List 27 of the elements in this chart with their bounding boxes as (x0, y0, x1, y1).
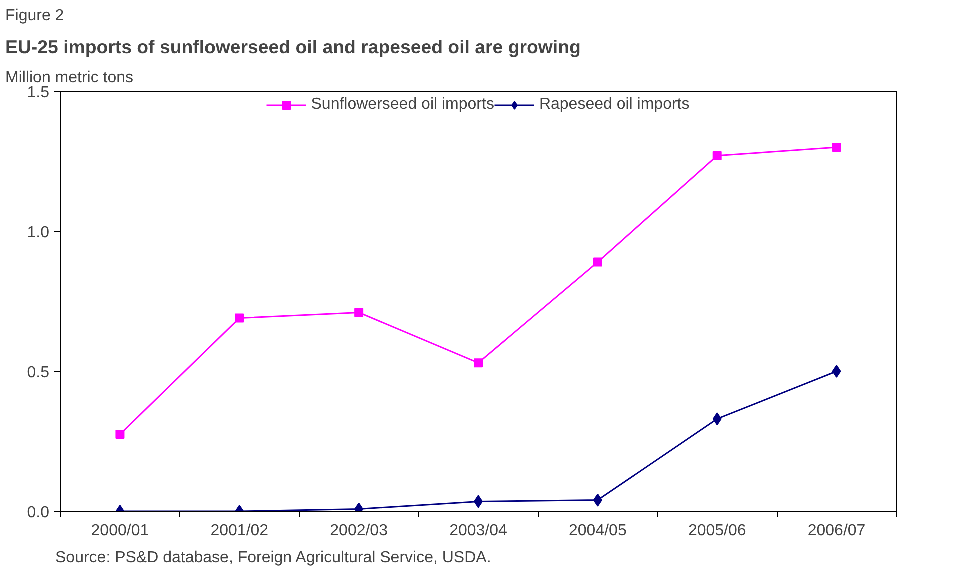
y-axis-title: Million metric tons (6, 70, 134, 86)
point (712, 412, 722, 426)
chart-title: EU-25 imports of sunflowerseed oil and rapeseed oil are growing (6, 36, 581, 58)
x-tick-label: 2005/06 (688, 522, 746, 540)
point (593, 258, 602, 267)
y-tick-label: 0.5 (27, 364, 50, 382)
chart-subtitle: Figure 2 (6, 8, 64, 24)
point (832, 143, 842, 152)
point (474, 358, 483, 368)
source-note: Source: PS&D database, Foreign Agricultural Service, USDA. (56, 550, 492, 566)
x-tick-label: 2001/02 (210, 522, 269, 540)
x-tick-label: 2003/04 (450, 522, 508, 540)
y-tick-label: 1.0 (27, 224, 50, 242)
y-tick-label: 1.5 (27, 84, 50, 102)
y-tick-label: 0.0 (27, 504, 50, 522)
point (712, 151, 722, 160)
point (832, 365, 842, 378)
legend-label: Rapeseed oil imports (539, 96, 690, 114)
point (354, 308, 364, 318)
x-tick-label: 2002/03 (330, 522, 388, 540)
x-tick-label: 2004/05 (569, 522, 627, 540)
point (593, 494, 602, 507)
x-tick-label: 2000/01 (91, 522, 150, 540)
legend-label: Sunflowerseed oil imports (311, 96, 494, 114)
point (116, 430, 125, 439)
x-tick-label: 2006/07 (808, 522, 866, 540)
point (235, 314, 244, 323)
